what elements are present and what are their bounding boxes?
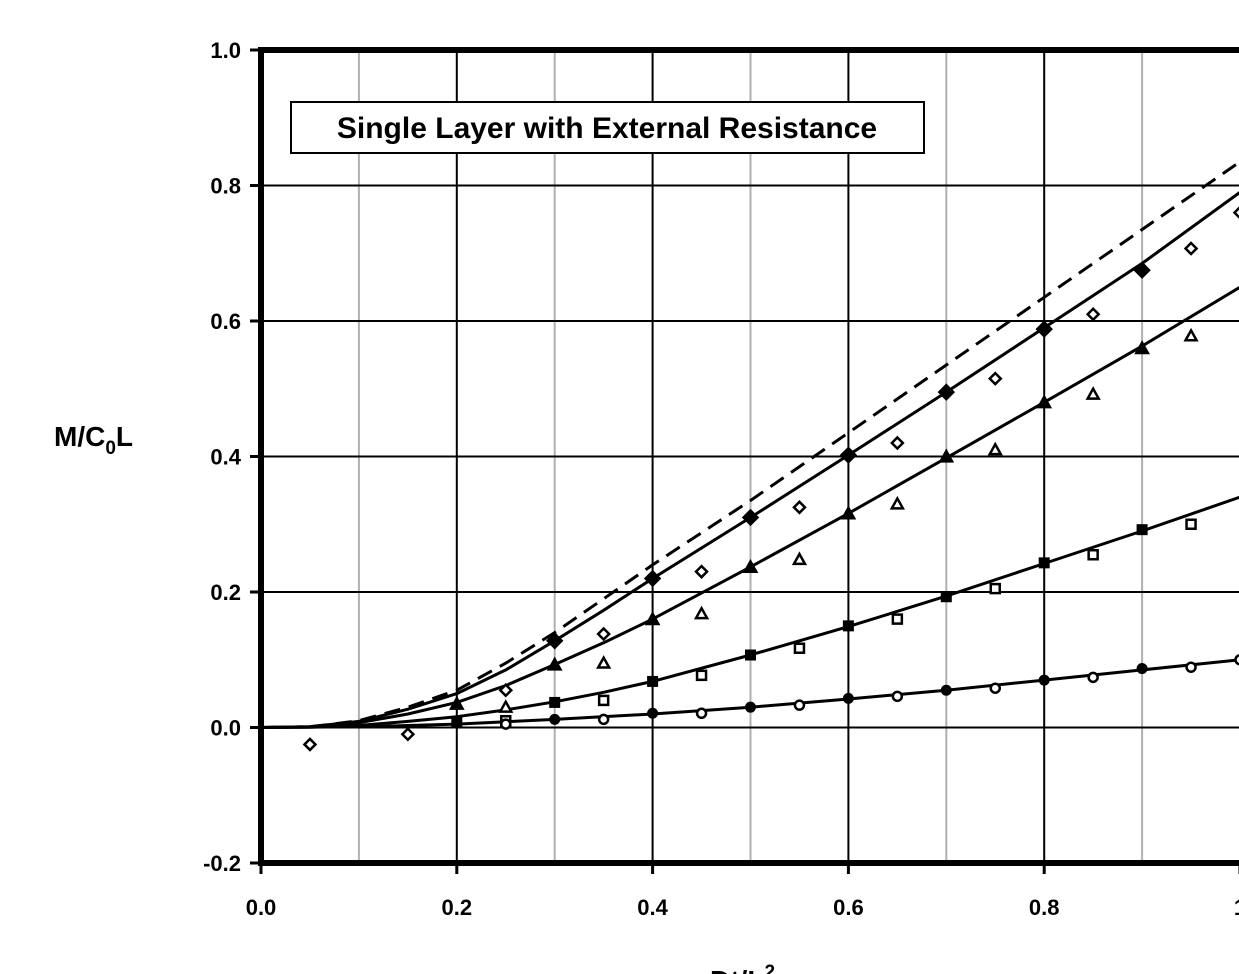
filled-square-marker (1136, 524, 1148, 536)
open-triangle-marker (693, 605, 710, 620)
open-triangle-marker (987, 441, 1003, 456)
filled-triangle-marker (448, 695, 465, 710)
open-diamond-marker (596, 626, 611, 642)
annotation-text: Single Layer with External Resistance (337, 112, 877, 145)
x-axis-title: Dt/L2 (710, 962, 775, 974)
y-tick-label: 0.6 (210, 309, 241, 334)
open-diamond-marker (1085, 306, 1101, 322)
filled-square-marker (745, 649, 756, 661)
open-circle-marker (1234, 654, 1239, 666)
y-tick-label: -0.2 (203, 851, 241, 876)
y-axis-title-suffix: L (116, 421, 133, 452)
annotation-frame (290, 101, 925, 154)
x-tick-label: 0.6 (833, 895, 864, 920)
filled-circle-marker (842, 692, 854, 704)
x-tick-label: 0.2 (442, 895, 473, 920)
filled-square-marker (940, 591, 952, 603)
y-tick-label: 0.4 (210, 445, 241, 470)
filled-diamond-marker (1133, 261, 1151, 279)
filled-circle-marker (549, 713, 561, 725)
filled-triangle-marker (1036, 394, 1053, 409)
open-triangle-marker (1085, 386, 1101, 400)
filled-diamond-marker (545, 632, 564, 650)
filled-triangle-marker (742, 558, 759, 574)
filled-circle-marker (1038, 674, 1050, 686)
filled-triangle-marker (938, 448, 955, 463)
filled-circle-marker (647, 707, 659, 719)
solid-curve-3 (261, 495, 1239, 729)
filled-triangle-marker (546, 656, 563, 671)
y-tick-label: 0.0 (210, 716, 241, 741)
filled-square-marker (451, 716, 463, 728)
open-triangle-marker (596, 655, 612, 669)
open-circle-marker (500, 718, 512, 730)
open-square-marker (597, 694, 610, 707)
filled-circle-marker (940, 684, 952, 696)
y-axis-title-prefix: M/C (54, 421, 105, 452)
filled-diamond-marker (643, 569, 662, 588)
x-axis-title-superscript: 2 (764, 962, 775, 974)
solid-curve-1 (261, 191, 1239, 729)
open-triangle-marker (889, 495, 905, 510)
open-diamond-marker (890, 435, 905, 451)
open-circle-marker (1087, 671, 1099, 684)
open-triangle-marker (498, 699, 514, 713)
y-tick-label: 0.2 (210, 580, 241, 605)
open-circle-marker (989, 682, 1001, 694)
markers (302, 206, 1239, 752)
open-square-marker (793, 642, 806, 654)
y-axis-title: M/C0L (54, 421, 133, 459)
y-axis-title-subscript: 0 (105, 438, 116, 459)
solid-curve-2 (261, 285, 1239, 729)
open-diamond-marker (1183, 241, 1199, 256)
open-triangle-marker (1183, 327, 1199, 342)
y-tick-label: 0.8 (210, 174, 241, 199)
filled-square-marker (842, 620, 854, 632)
filled-triangle-marker (1134, 340, 1150, 355)
filled-diamond-marker (1035, 320, 1053, 338)
tick-labels: -0.20.00.20.40.60.81.00.00.20.40.60.81 (203, 38, 1239, 920)
filled-diamond-marker (741, 508, 760, 527)
open-triangle-marker (791, 551, 808, 566)
filled-diamond-marker (937, 383, 956, 401)
open-square-marker (1185, 518, 1197, 530)
open-circle-marker (793, 699, 806, 711)
open-diamond-marker (987, 371, 1003, 386)
open-square-marker (891, 613, 904, 625)
open-diamond-marker (694, 564, 709, 579)
x-tick-label: 0.4 (637, 895, 668, 920)
filled-circle-marker (1136, 663, 1148, 675)
x-tick-label: 0.0 (246, 895, 277, 920)
filled-diamond-marker (839, 446, 858, 464)
axes (250, 47, 1239, 874)
open-square-marker (695, 669, 708, 682)
open-circle-marker (597, 713, 610, 726)
x-axis-title-prefix: Dt/L (710, 965, 764, 974)
open-diamond-marker (792, 500, 807, 515)
annotation-box: Single Layer with External Resistance (290, 101, 925, 154)
open-diamond-marker (400, 727, 416, 742)
open-diamond-marker (302, 737, 318, 752)
open-circle-marker (695, 707, 708, 720)
open-square-marker (1087, 548, 1099, 561)
open-square-marker (989, 582, 1001, 595)
filled-triangle-marker (840, 505, 857, 520)
open-circle-marker (1185, 661, 1197, 673)
open-circle-marker (891, 690, 904, 703)
filled-square-marker (549, 696, 561, 708)
filled-circle-marker (745, 701, 756, 713)
filled-square-marker (647, 675, 659, 687)
filled-square-marker (1038, 557, 1050, 569)
y-tick-label: 1.0 (210, 38, 241, 63)
open-diamond-marker (1232, 206, 1239, 219)
x-tick-label: 1 (1234, 895, 1239, 920)
filled-triangle-marker (644, 611, 661, 626)
x-tick-label: 0.8 (1029, 895, 1060, 920)
open-diamond-marker (498, 682, 514, 698)
